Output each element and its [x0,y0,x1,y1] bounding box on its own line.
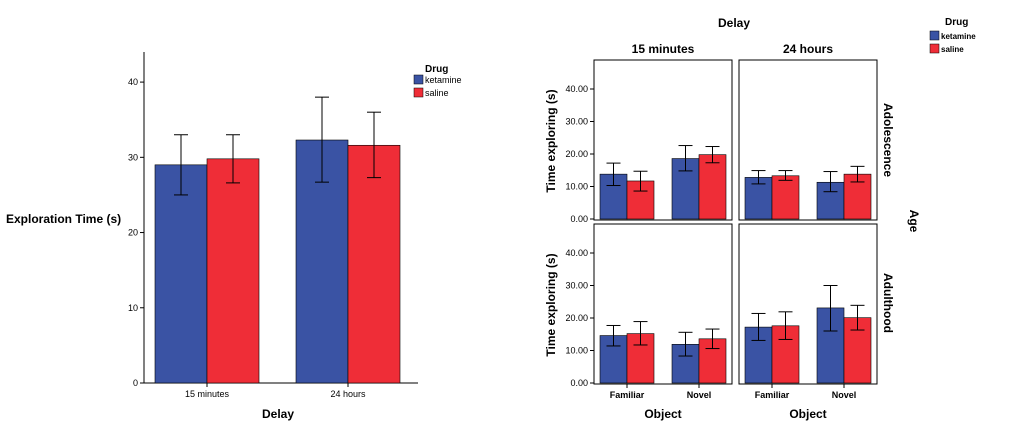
panel-adolescence-15-minutes-bar-novel-saline [698,154,727,220]
right-faceted-bar-chart: Delay 15 minutes 24 hours Adolescence Ad… [544,16,976,421]
x-axis-label-left-column: Object [644,407,681,421]
row-axis-title-age: Age [907,210,921,233]
panel-adolescence-15-minutes: 0.00 10.00 20.00 30.00 40.00 [565,59,733,224]
panel-adolescence-24-hours-bar-familiar-saline [771,175,800,220]
left-x-axis-label: Delay [262,407,294,421]
left-legend-swatch-ketamine [413,74,424,85]
left-legend-label-ketamine: ketamine [425,75,462,85]
left-x-tick-label-24-hours: 24 hours [330,389,366,399]
left-y-tick-label-2: 20 [128,228,138,238]
panel-adolescence-15-minutes-frame [593,59,733,221]
panel-adulthood-15-minutes-y-tick-label-0: 0.00 [570,378,588,388]
panel-adolescence-15-minutes-y-tick-label-1: 10.00 [565,182,588,192]
left-x-tick-label-15-minutes: 15 minutes [185,389,230,399]
right-legend: Drug ketamine saline [929,17,976,54]
panel-adulthood-15-minutes: 0.00 10.00 20.00 30.00 40.00 Familiar Novel [565,223,733,400]
right-legend-label-ketamine: ketamine [941,32,976,41]
left-legend-swatch-saline [413,87,424,98]
panel-adolescence-15-minutes-y-tick-label-3: 30.00 [565,117,588,127]
panel-adulthood-15-minutes-x-tick-label-familiar: Familiar [610,390,645,400]
panel-adolescence-15-minutes-y-tick-label-4: 40.00 [565,84,588,94]
panel-adulthood-15-minutes-y-tick-label-1: 10.00 [565,346,588,356]
panel-adulthood-24-hours-x-tick-label-familiar: Familiar [755,390,790,400]
left-y-axis-label: Exploration Time (s) [6,212,121,226]
right-legend-swatch-saline [929,43,940,54]
right-legend-title: Drug [945,17,968,28]
left-y-tick-label-3: 30 [128,152,138,162]
panel-adulthood-15-minutes-y-tick-label-3: 30.00 [565,281,588,291]
right-chart-title: Delay [718,16,750,30]
left-legend-label-saline: saline [425,88,449,98]
x-axis-label-right-column: Object [789,407,826,421]
left-bar-15-minutes-ketamine [154,164,208,384]
panel-adolescence-15-minutes-y-tick-label-2: 20.00 [565,149,588,159]
panel-adolescence-24-hours-frame [738,59,878,221]
panel-adolescence-24-hours [738,59,878,221]
panel-adulthood-15-minutes-y-tick-label-4: 40.00 [565,248,588,258]
left-legend-title: Drug [425,64,448,75]
row-label-adolescence: Adolescence [881,103,895,177]
left-bar-24-hours-saline [347,144,401,384]
panel-adulthood-24-hours-frame [738,223,878,385]
panel-adolescence-15-minutes-y-tick-label-0: 0.00 [570,214,588,224]
panel-adulthood-24-hours-x-tick-label-novel: Novel [832,390,857,400]
left-bar-chart: Exploration Time (s) 0 10 20 30 40 15 minute… [6,52,462,421]
left-y-tick-label-1: 10 [128,303,138,313]
left-bar-15-minutes-saline [206,158,260,384]
right-legend-swatch-ketamine [929,30,940,41]
panel-adulthood-15-minutes-x-tick-label-novel: Novel [687,390,712,400]
panel-adulthood-24-hours-bar-novel-ketamine [816,307,845,384]
column-label-15-minutes: 15 minutes [632,42,695,56]
left-y-tick-label-0: 0 [133,378,138,388]
panel-adulthood-24-hours: Familiar Novel [738,223,878,400]
left-legend: Drug ketamine saline [413,64,462,98]
panel-adulthood-15-minutes-y-tick-label-2: 20.00 [565,313,588,323]
y-axis-label-bottom: Time exploring (s) [544,253,558,356]
y-axis-label-top: Time exploring (s) [544,89,558,192]
right-legend-label-saline: saline [941,45,964,54]
row-label-adulthood: Adulthood [881,273,895,333]
panel-adulthood-15-minutes-frame [593,223,733,385]
left-y-tick-label-4: 40 [128,77,138,87]
column-label-24-hours: 24 hours [783,42,833,56]
